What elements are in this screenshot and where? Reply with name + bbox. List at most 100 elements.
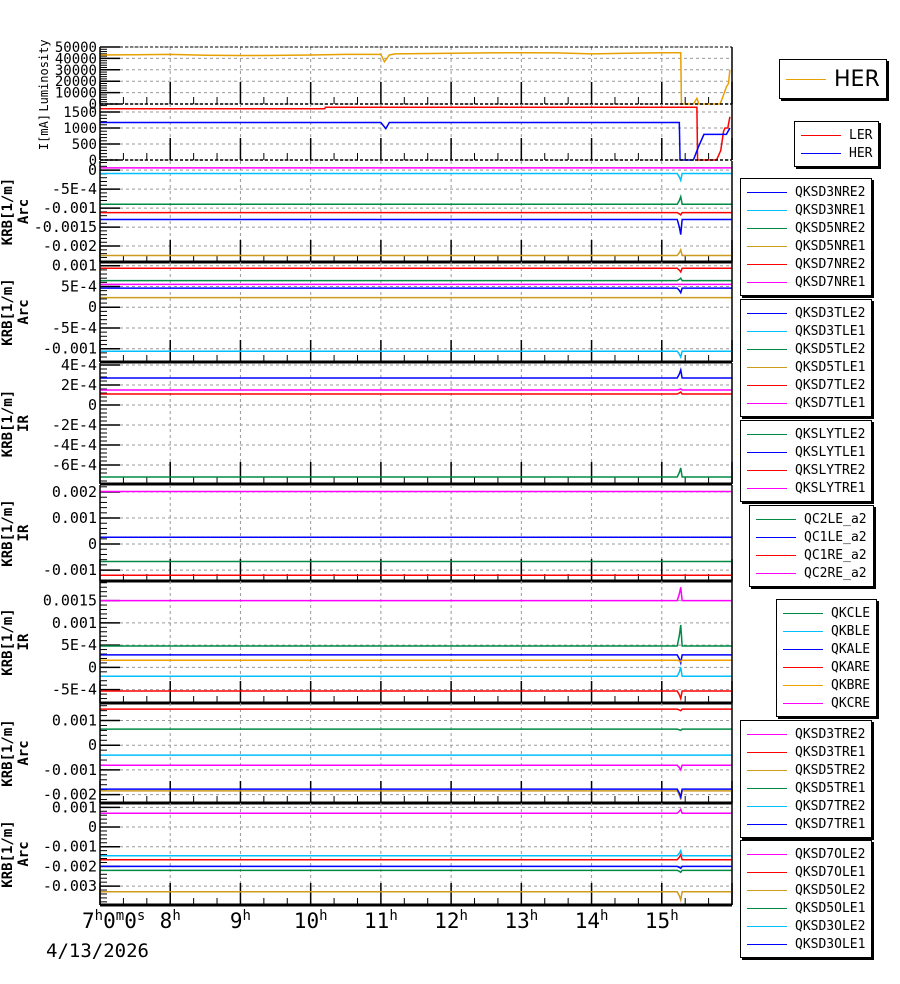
- y-tick-label: 5E-4: [61, 277, 97, 295]
- y-tick-label: -2E-4: [52, 416, 97, 434]
- y-tick-label: 1000: [63, 121, 97, 137]
- series-line-qksd5nre1: [100, 247, 732, 257]
- x-tick-label: 15h: [644, 908, 679, 933]
- series-line-qksd3tle2: [100, 287, 732, 295]
- series-line-qkbre: [100, 659, 732, 663]
- series-line-qkcre: [100, 587, 732, 602]
- legend-panel-2: LER HER: [794, 121, 880, 167]
- legend-panel-1: HER: [779, 59, 887, 99]
- series-line-qksd5tre1: [100, 728, 732, 732]
- y-tick-label: 2E-4: [61, 376, 97, 394]
- legend-label: QKSLYTRE2: [795, 462, 866, 478]
- legend-swatch: [747, 733, 787, 735]
- legend-swatch: [747, 384, 787, 386]
- series-line-qkslytle2: [100, 467, 732, 478]
- y-tick-label: 0: [88, 396, 97, 414]
- y-axis-title: Arc: [16, 740, 32, 765]
- y-tick-label: -0.001: [43, 761, 97, 779]
- y-tick-label: 0: [88, 818, 97, 836]
- legend-swatch: [747, 191, 787, 193]
- legend-item: QKSD5OLE2: [747, 881, 865, 899]
- y-tick-label: -5E-4: [52, 681, 97, 699]
- legend-item: QKCRE: [783, 694, 870, 712]
- y-axis-title: KRB[1/m]: [0, 608, 16, 675]
- y-tick-label: 0: [88, 658, 97, 676]
- series-line-qksd3nre2: [100, 218, 732, 235]
- legend-label: LER: [849, 127, 873, 143]
- y-tick-label: 5E-4: [61, 636, 97, 654]
- y-tick-label: 50000: [55, 40, 97, 56]
- y-tick-label: -0.001: [43, 340, 97, 358]
- series-line-qksd7tle2: [100, 267, 732, 274]
- legend-label: QKSD5TLE2: [795, 341, 866, 357]
- legend-item: QKSD3OLE2: [747, 917, 865, 935]
- legend-swatch: [747, 263, 787, 265]
- y-axis-title: IR: [16, 415, 32, 432]
- legend-item: QKSD5TLE1: [747, 358, 865, 376]
- legend-label: QKSD5TRE1: [795, 780, 866, 796]
- legend-swatch: [747, 348, 787, 350]
- y-tick-label: -5E-4: [52, 180, 97, 198]
- legend-label: QC1RE_a2: [804, 547, 867, 563]
- series-line-qkale: [100, 654, 732, 666]
- series-line-qkble: [100, 667, 732, 678]
- panel-8: 0.001 0 -0.001 -0.002 KRB[1/m] Arc: [0, 703, 733, 805]
- legend-swatch: [747, 487, 787, 489]
- x-tick-label: 7h0m0s: [82, 908, 146, 933]
- series-line-her: [99, 51, 731, 105]
- legend-item: QKSLYTRE1: [747, 479, 865, 497]
- series-line-qksd5tre2: [100, 790, 732, 800]
- legend-item: QKSD7TLE1: [747, 394, 865, 412]
- x-tick-label: 14h: [574, 908, 609, 933]
- y-tick-label: 40000: [55, 51, 97, 67]
- legend-swatch: [747, 907, 787, 909]
- y-axis-title: Arc: [16, 299, 32, 324]
- legend-swatch: [747, 312, 787, 314]
- y-tick-label: -0.002: [43, 786, 97, 804]
- legend-swatch: [756, 518, 796, 520]
- y-tick-label: 0.001: [52, 509, 97, 527]
- y-axis-title: KRB[1/m]: [0, 178, 16, 245]
- legend-label: QKSD7TLE1: [795, 395, 866, 411]
- series-line-qkslytre1: [100, 388, 732, 391]
- legend-label: HER: [849, 145, 873, 161]
- y-tick-label: 30000: [55, 63, 97, 79]
- x-tick-label: 9h: [229, 908, 251, 933]
- y-tick-label: 0: [88, 535, 97, 553]
- series-line-qksd7ole1: [100, 852, 732, 861]
- legend-label: QC2RE_a2: [804, 565, 867, 581]
- legend-item: QKSD3TLE2: [747, 304, 865, 322]
- legend-swatch: [783, 702, 823, 704]
- y-tick-label: -0.0015: [34, 218, 97, 236]
- y-tick-label: 0.001: [52, 614, 97, 632]
- legend-item: QKSD7TRE2: [747, 797, 865, 815]
- x-tick-label: 10h: [293, 908, 328, 933]
- legend-swatch: [747, 245, 787, 247]
- legend-panel-4: QKSD3TLE2 QKSD3TLE1 QKSD5TLE2 QKSD5TLE1 QKSD…: [740, 299, 873, 417]
- legend-swatch: [783, 630, 823, 632]
- y-tick-label: -0.001: [43, 838, 97, 856]
- legend-item: QKSD3TRE1: [747, 743, 865, 761]
- legend-swatch: [747, 805, 787, 807]
- legend-swatch: [747, 751, 787, 753]
- legend-label: QKALE: [831, 641, 871, 657]
- legend-label: QKSD5TRE2: [795, 762, 866, 778]
- legend-label: QC1LE_a2: [804, 529, 867, 545]
- legend-swatch: [747, 853, 787, 855]
- y-axis-title: KRB[1/m]: [0, 820, 16, 887]
- legend-label: QKSD7TRE1: [795, 816, 866, 832]
- y-tick-label: 0.0015: [43, 592, 97, 610]
- legend-item: QKSD5TRE1: [747, 779, 865, 797]
- legend-swatch: [747, 433, 787, 435]
- legend-swatch: [756, 554, 796, 556]
- legend-swatch: [801, 152, 841, 154]
- y-axis-title: KRB[1/m]: [0, 719, 16, 786]
- legend-label: QKCLE: [831, 605, 871, 621]
- series-line-qksd3tre1: [100, 708, 732, 712]
- legend-swatch: [783, 684, 823, 686]
- series-line-ler: [100, 106, 731, 161]
- panel-9: 0.001 0 -0.001-0.002 -0.003 KRB[1/m] Arc: [0, 798, 733, 907]
- legend-label: QKSD3TLE2: [795, 305, 866, 321]
